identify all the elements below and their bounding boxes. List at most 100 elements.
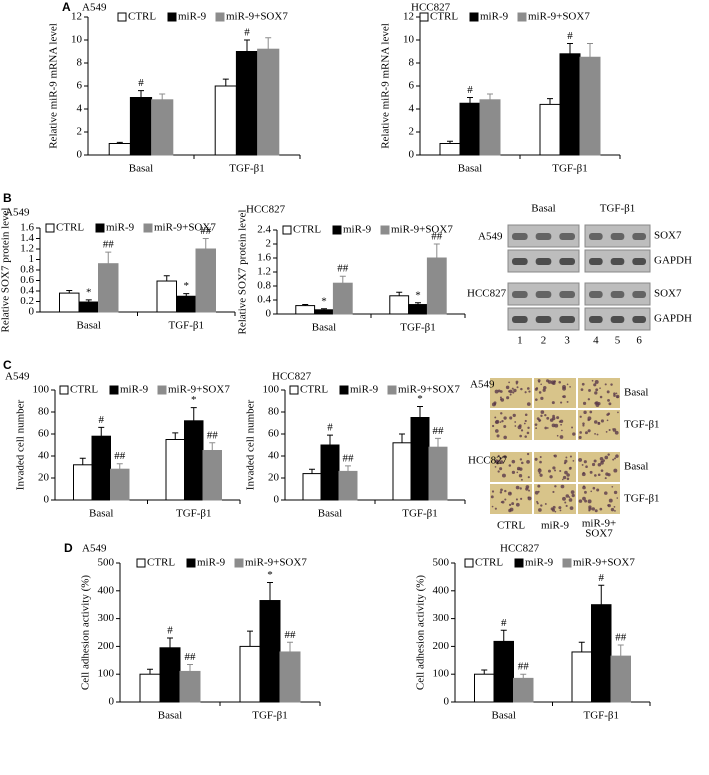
bar bbox=[579, 56, 601, 156]
cell bbox=[491, 505, 494, 508]
cell bbox=[596, 433, 599, 436]
cell bbox=[515, 485, 520, 490]
cell bbox=[599, 395, 603, 399]
blot-band bbox=[610, 233, 625, 240]
error-bar bbox=[159, 93, 166, 100]
panel-label: D bbox=[64, 541, 73, 555]
significance-marker: # bbox=[167, 625, 173, 637]
y-tick-label: 60 bbox=[268, 428, 280, 440]
cell bbox=[537, 490, 540, 493]
y-tick-label: 1.6 bbox=[257, 252, 271, 264]
cell bbox=[608, 428, 611, 432]
cell bbox=[597, 473, 601, 477]
cell bbox=[511, 502, 515, 506]
legend-swatch bbox=[215, 12, 225, 22]
cell bbox=[562, 478, 564, 481]
y-tick-label: 0 bbox=[77, 149, 83, 161]
cell bbox=[554, 423, 559, 428]
x-tick-label: Basal bbox=[129, 163, 153, 175]
cell bbox=[544, 426, 548, 430]
bar bbox=[239, 645, 261, 703]
image-condition: TGF-β1 bbox=[624, 493, 660, 505]
legend-swatch bbox=[157, 385, 167, 395]
cell bbox=[509, 393, 512, 396]
panel-label: C bbox=[3, 358, 12, 372]
cell bbox=[496, 462, 499, 465]
legend-swatch bbox=[517, 12, 527, 22]
cell bbox=[559, 435, 564, 439]
bar bbox=[98, 263, 119, 313]
significance-marker: ## bbox=[185, 651, 197, 663]
cell bbox=[494, 416, 497, 419]
cell bbox=[549, 475, 553, 479]
legend-swatch bbox=[186, 558, 196, 568]
y-tick-label: 100 bbox=[33, 384, 50, 396]
bar bbox=[295, 305, 316, 315]
significance-marker: ## bbox=[343, 452, 355, 464]
legend-label: miR-9 bbox=[106, 222, 135, 234]
legend-label: miR-9+SOX7 bbox=[528, 11, 590, 23]
legend-swatch bbox=[136, 558, 146, 568]
cell bbox=[572, 460, 575, 462]
legend-label: miR-9 bbox=[120, 384, 149, 396]
significance-marker: ## bbox=[518, 661, 530, 673]
cell bbox=[513, 388, 517, 393]
cell bbox=[499, 396, 502, 399]
blot-band bbox=[589, 258, 603, 265]
cell bbox=[595, 388, 599, 392]
error-bar bbox=[547, 98, 553, 105]
cell bbox=[515, 382, 518, 385]
legend-swatch bbox=[387, 385, 397, 395]
bar bbox=[539, 103, 561, 156]
cell bbox=[592, 486, 596, 490]
image-condition: Basal bbox=[624, 461, 648, 473]
cell bbox=[578, 457, 583, 462]
legend-label: miR-9 bbox=[197, 557, 226, 569]
significance-marker: # bbox=[99, 414, 105, 426]
cell bbox=[559, 419, 564, 423]
cell bbox=[499, 421, 502, 423]
cell bbox=[523, 422, 526, 425]
cell bbox=[615, 454, 619, 458]
bar bbox=[474, 673, 495, 703]
cell bbox=[540, 414, 543, 418]
cell bbox=[494, 466, 497, 468]
cell bbox=[584, 490, 587, 494]
y-tick-label: 100 bbox=[98, 668, 115, 680]
micrograph bbox=[578, 452, 620, 482]
significance-marker: * bbox=[415, 289, 421, 301]
cell bbox=[568, 498, 573, 502]
y-tick-label: 1.6 bbox=[20, 222, 34, 234]
significance-marker: ## bbox=[615, 632, 627, 644]
bar bbox=[559, 53, 581, 156]
cell bbox=[512, 413, 516, 418]
cell bbox=[558, 506, 562, 510]
bar bbox=[591, 604, 612, 703]
cell bbox=[565, 494, 570, 498]
cell bbox=[551, 416, 556, 421]
cell bbox=[560, 401, 563, 404]
cell bbox=[528, 390, 531, 393]
legend-label: CTRL bbox=[56, 222, 84, 234]
cell bbox=[526, 402, 531, 406]
significance-marker: * bbox=[191, 394, 197, 406]
cell bbox=[594, 432, 596, 435]
legend-swatch bbox=[143, 223, 153, 233]
significance-marker: ## bbox=[431, 231, 443, 243]
cell bbox=[552, 414, 555, 418]
cell bbox=[606, 390, 610, 394]
cell bbox=[581, 472, 586, 477]
cell bbox=[593, 383, 597, 387]
significance-marker: # bbox=[467, 84, 473, 96]
legend-swatch bbox=[332, 225, 342, 235]
cell bbox=[614, 509, 616, 512]
blot-band bbox=[535, 258, 552, 265]
cell bbox=[538, 380, 541, 383]
legend-label: miR-9 bbox=[178, 11, 207, 23]
error-bar bbox=[244, 39, 250, 52]
blot-band bbox=[535, 291, 552, 298]
cell bbox=[563, 461, 567, 465]
significance-marker: # bbox=[138, 77, 144, 89]
cell bbox=[608, 402, 612, 406]
y-tick-label: 0.2 bbox=[20, 295, 34, 307]
